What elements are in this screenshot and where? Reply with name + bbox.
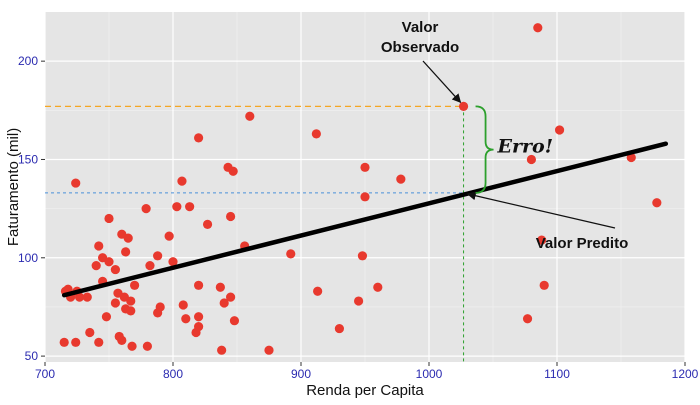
data-point	[153, 251, 163, 261]
x-tick-label: 800	[163, 367, 183, 381]
error-brace	[475, 105, 494, 194]
data-point	[121, 247, 131, 257]
gridlines	[44, 12, 686, 362]
regression-line-group	[61, 141, 669, 298]
data-point	[286, 249, 296, 259]
data-point	[194, 280, 204, 290]
data-point	[245, 111, 255, 121]
data-point	[219, 298, 229, 308]
data-point	[526, 154, 537, 165]
data-point	[168, 257, 178, 267]
data-point	[127, 341, 137, 351]
data-point	[142, 341, 152, 351]
y-tick-label: 100	[18, 251, 38, 265]
x-axis-ticks: 700 800 900 1000 1100 1200	[35, 362, 699, 381]
data-point	[396, 174, 406, 184]
data-point	[141, 204, 151, 214]
data-point	[181, 314, 191, 324]
y-tick-label: 150	[18, 152, 38, 166]
data-point	[82, 292, 92, 302]
data-point	[217, 345, 227, 355]
x-tick-label: 900	[291, 367, 311, 381]
data-point	[126, 306, 136, 316]
data-point	[104, 257, 114, 267]
data-point	[94, 241, 104, 251]
data-point	[226, 292, 236, 302]
y-tick-label: 200	[18, 54, 38, 68]
x-axis-title: Renda per Capita	[306, 382, 424, 399]
data-point	[215, 282, 225, 292]
error-label: Erro!	[497, 136, 554, 158]
data-point	[117, 335, 127, 345]
data-point	[202, 219, 213, 229]
data-point	[229, 316, 240, 326]
data-point	[94, 337, 104, 347]
data-point	[264, 345, 274, 355]
data-point	[145, 261, 155, 271]
data-point	[104, 213, 114, 224]
data-point	[194, 312, 204, 322]
data-point	[360, 192, 370, 202]
data-point	[164, 231, 174, 241]
data-point	[178, 300, 188, 310]
data-point	[110, 264, 120, 275]
data-point	[177, 176, 187, 186]
data-point	[360, 162, 370, 172]
data-point	[126, 296, 136, 306]
y-axis-ticks: 50 100 150 200	[18, 54, 45, 363]
data-point	[110, 298, 120, 308]
regression-line	[61, 141, 669, 298]
data-point	[91, 261, 101, 271]
x-tick-label: 1100	[544, 367, 570, 381]
data-point	[458, 101, 469, 111]
predicted-label: Valor Predito	[536, 235, 629, 252]
x-tick-label: 1200	[672, 367, 699, 381]
data-point	[71, 178, 81, 188]
data-point	[373, 282, 383, 292]
observed-arrow	[422, 60, 462, 104]
data-point	[554, 125, 565, 135]
data-point	[311, 129, 321, 139]
data-point	[194, 133, 204, 143]
data-point	[334, 323, 344, 334]
data-point	[59, 337, 69, 347]
data-point	[130, 280, 140, 290]
predicted-arrow	[466, 191, 616, 229]
data-point	[522, 314, 533, 324]
annotations: Valor Observado Valor Predito Erro!	[381, 19, 628, 252]
data-point	[537, 235, 547, 245]
y-tick-label: 50	[25, 349, 39, 363]
data-point	[533, 23, 543, 33]
y-axis-title: Faturamento (mil)	[5, 128, 22, 246]
data-point	[101, 312, 112, 322]
data-point	[228, 166, 238, 176]
x-tick-label: 700	[35, 367, 55, 381]
data-point	[354, 296, 364, 306]
data-point	[172, 202, 182, 212]
data-point	[652, 198, 662, 208]
guide-lines	[45, 105, 465, 362]
data-point	[123, 233, 133, 243]
data-point	[85, 327, 95, 338]
data-point	[313, 286, 323, 296]
data-points	[59, 23, 662, 355]
data-point	[539, 280, 549, 290]
data-point	[71, 337, 81, 347]
observed-label: Valor Observado	[381, 19, 459, 56]
data-point	[226, 211, 236, 222]
x-tick-label: 1000	[416, 367, 443, 381]
data-point	[357, 251, 368, 261]
data-point	[194, 322, 204, 332]
data-point	[185, 202, 195, 212]
data-point	[153, 308, 163, 318]
